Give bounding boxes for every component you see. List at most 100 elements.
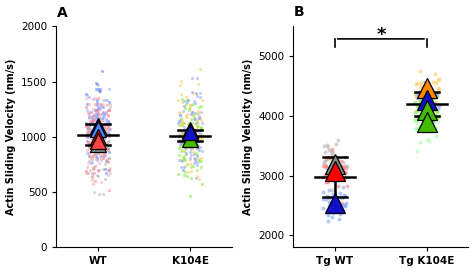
Point (89, 173, 96, 178)
Point (175, 146, 183, 150)
Point (104, 148, 112, 153)
Point (91, 116, 99, 121)
Point (101, 131, 109, 136)
Point (324, 219, 332, 223)
Point (99, 167, 107, 171)
Text: *: * (376, 26, 386, 44)
Point (105, 168, 112, 172)
Point (85, 132, 93, 137)
Point (175, 129, 183, 133)
Point (330, 158, 338, 163)
Point (433, 93, 441, 98)
Point (101, 120, 109, 125)
Point (97, 86, 104, 91)
Point (104, 173, 112, 178)
Point (415, 113, 423, 117)
Point (322, 159, 329, 163)
Point (328, 177, 336, 181)
Point (435, 78, 442, 82)
Point (178, 158, 185, 162)
Point (82, 124, 90, 129)
Point (102, 117, 109, 121)
Point (85, 140, 92, 145)
Point (95, 192, 103, 196)
Point (191, 121, 199, 126)
Point (424, 97, 431, 101)
Point (100, 125, 108, 130)
Point (89, 107, 97, 111)
Point (101, 128, 109, 132)
Point (87, 128, 95, 133)
Point (180, 99, 188, 103)
Point (100, 128, 108, 132)
Point (92, 140, 100, 144)
Point (193, 119, 201, 123)
Point (182, 146, 190, 150)
Point (189, 135, 197, 140)
Point (104, 131, 112, 135)
Point (434, 91, 441, 95)
Point (322, 163, 329, 168)
Point (98, 131, 105, 135)
Point (325, 200, 333, 205)
Y-axis label: Actin Sliding Velocity (nm/s): Actin Sliding Velocity (nm/s) (243, 59, 253, 215)
Point (423, 109, 430, 113)
Point (425, 139, 433, 143)
Point (178, 139, 185, 144)
Point (91, 126, 99, 131)
Point (177, 123, 185, 128)
Point (184, 142, 192, 146)
Point (104, 160, 111, 165)
Point (186, 140, 194, 144)
Point (83, 108, 91, 112)
Point (415, 103, 422, 107)
Point (416, 140, 424, 144)
Point (95, 168, 103, 172)
Point (93, 82, 100, 86)
Point (89, 142, 96, 146)
Point (413, 117, 420, 121)
Point (187, 165, 195, 170)
Point (197, 132, 204, 137)
Point (182, 95, 190, 99)
Point (88, 171, 95, 175)
Point (104, 124, 112, 128)
Point (83, 123, 91, 128)
Point (415, 90, 423, 94)
Point (96, 128, 103, 133)
Point (86, 120, 94, 125)
Point (105, 134, 112, 138)
Point (327, 156, 334, 160)
Point (102, 122, 110, 126)
Point (94, 109, 102, 113)
Point (186, 134, 193, 139)
Point (324, 210, 332, 215)
Point (84, 141, 91, 145)
Point (86, 144, 94, 148)
Point (190, 116, 198, 121)
Point (190, 127, 198, 131)
Point (100, 125, 108, 129)
Point (187, 162, 194, 167)
Point (193, 94, 201, 98)
Point (181, 141, 189, 146)
Point (178, 100, 186, 104)
Point (88, 138, 96, 143)
Point (334, 184, 342, 188)
Point (89, 140, 97, 145)
Point (87, 132, 95, 136)
Point (106, 102, 113, 106)
Point (417, 98, 424, 103)
Point (191, 115, 198, 119)
Point (330, 176, 338, 180)
Point (98, 124, 105, 128)
Point (85, 95, 92, 99)
Point (329, 211, 337, 215)
Point (329, 205, 337, 209)
Point (90, 126, 97, 131)
Point (335, 168, 343, 172)
Point (429, 80, 437, 84)
Point (322, 173, 330, 178)
Point (95, 150, 103, 155)
Point (189, 113, 197, 118)
